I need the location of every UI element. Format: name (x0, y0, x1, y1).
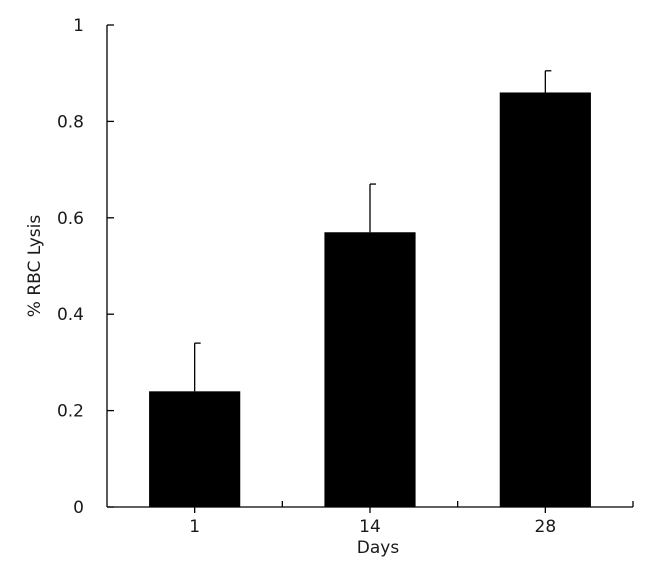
y-tick-label: 0 (73, 498, 84, 518)
x-tick-label: 1 (189, 517, 200, 537)
error-bars-group (194, 70, 552, 392)
y-ticks-group: 0 0.2 0.4 0.6 0.8 1 (57, 16, 114, 518)
y-tick-label: 0.8 (57, 112, 84, 132)
x-tick-label: 14 (359, 517, 381, 537)
bars-group (149, 92, 591, 507)
y-tick-label: 0.6 (57, 209, 84, 229)
bar (324, 232, 416, 507)
x-axis-title: Days (357, 538, 400, 558)
y-tick-label: 0.4 (57, 305, 84, 325)
bar (499, 92, 591, 507)
x-ticks-group: 1 14 28 (189, 501, 634, 537)
y-axis-title: % RBC Lysis (25, 215, 45, 318)
bar (149, 391, 241, 507)
x-tick-label: 28 (535, 517, 557, 537)
y-tick-label: 1 (73, 16, 84, 36)
y-tick-label: 0.2 (57, 402, 84, 422)
